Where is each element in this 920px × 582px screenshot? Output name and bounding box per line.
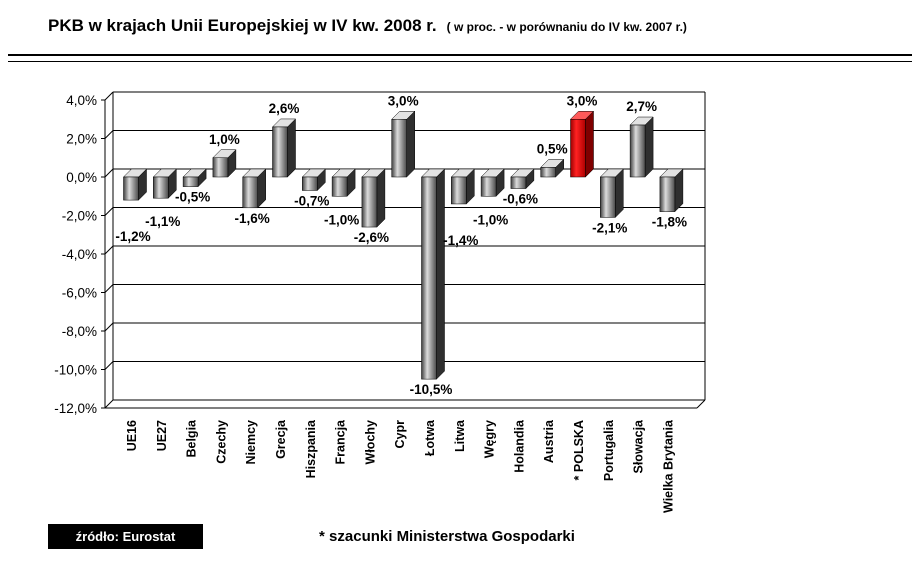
category-label: Holandia: [512, 419, 526, 473]
category-label: Włochy: [363, 420, 377, 464]
value-label: -0,6%: [503, 192, 538, 207]
bar-czechy: [212, 149, 237, 178]
bar-węgry: [480, 168, 505, 197]
category-label: Litwa: [453, 419, 467, 452]
category-label: Słowacja: [632, 419, 646, 474]
category-label: UE16: [125, 420, 139, 451]
chart-subtitle: ( w proc. - w porównaniu do IV kw. 2007 …: [446, 20, 687, 34]
value-label: -2,6%: [354, 230, 389, 245]
category-label: Węgry: [483, 420, 497, 458]
bar-wielka-brytania: [659, 168, 684, 213]
bar-cypr: [391, 110, 416, 178]
category-label: Cypr: [393, 420, 407, 449]
y-tick-label: 2,0%: [66, 132, 97, 147]
chart-header: PKB w krajach Unii Europejskiej w IV kw.…: [48, 16, 687, 36]
chart-area: 4,0% 2,0% 0,0% -2,0% -4,0% -6,0% -8,0% -10,0% -1…: [0, 80, 920, 550]
chart-title: PKB w krajach Unii Europejskiej w IV kw.…: [48, 16, 437, 35]
value-label: -1,2%: [115, 229, 150, 244]
value-label: -1,8%: [652, 215, 687, 230]
bar-belgia: [182, 168, 207, 188]
y-tick-label: -4,0%: [62, 247, 97, 262]
category-label: * POLSKA: [572, 420, 586, 480]
value-label: 2,6%: [269, 101, 300, 116]
bar-niemcy: [242, 168, 267, 209]
value-label: -2,1%: [592, 220, 627, 235]
bar-austria: [540, 158, 565, 178]
y-tick-label: -8,0%: [62, 324, 97, 339]
value-label: -1,1%: [145, 214, 180, 229]
bar-łotwa: [420, 168, 446, 380]
value-label: -0,7%: [294, 193, 329, 208]
bar-litwa: [450, 168, 475, 205]
bar-ue27: [152, 168, 177, 199]
category-label: Grecja: [274, 419, 288, 459]
value-label: -0,5%: [175, 190, 210, 205]
category-label: Belgia: [185, 419, 199, 458]
bar-włochy: [361, 168, 386, 228]
bar-hiszpania: [301, 168, 326, 192]
category-label: Austria: [542, 419, 556, 463]
y-tick-label: -2,0%: [62, 209, 97, 224]
bar-chart-3d: 4,0% 2,0% 0,0% -2,0% -4,0% -6,0% -8,0% -10,0% -1…: [54, 91, 706, 513]
category-label: Niemcy: [244, 420, 258, 465]
value-label: -1,0%: [473, 212, 508, 227]
value-label: -1,0%: [324, 212, 359, 227]
value-label: 3,0%: [388, 93, 419, 108]
value-label: 2,7%: [626, 99, 657, 114]
bar-francja: [331, 168, 356, 197]
source-box: źródło: Eurostat: [48, 524, 203, 549]
bar-portugalia: [599, 168, 624, 219]
y-tick-label: -12,0%: [54, 401, 97, 416]
category-label: Hiszpania: [304, 419, 318, 478]
y-tick-label: 4,0%: [66, 93, 97, 108]
y-tick-label: -10,0%: [54, 363, 97, 378]
value-label: 0,5%: [537, 141, 568, 156]
header-divider: [8, 54, 912, 62]
value-label: -1,4%: [443, 233, 478, 248]
value-label: 1,0%: [209, 132, 240, 147]
value-label: -1,6%: [235, 211, 270, 226]
y-tick-label: -6,0%: [62, 286, 97, 301]
value-label: 3,0%: [567, 93, 598, 108]
bar-grecja: [271, 118, 297, 178]
category-label: Czechy: [214, 420, 228, 464]
bar-polska: [569, 110, 595, 178]
bar-ue16: [122, 168, 148, 201]
category-label: Francja: [334, 419, 348, 465]
y-tick-label: 0,0%: [66, 170, 97, 185]
source-label: źródło: Eurostat: [75, 529, 176, 544]
category-label: UE27: [155, 420, 169, 451]
footnote: * szacunki Ministerstwa Gospodarki: [319, 528, 575, 545]
bar-słowacja: [629, 116, 654, 178]
category-label: Portugalia: [602, 419, 616, 481]
bar-holandia: [510, 168, 535, 190]
value-label: -10,5%: [410, 382, 453, 397]
category-label: Wielka Brytania: [661, 419, 675, 513]
category-label: Łotwa: [423, 419, 437, 456]
